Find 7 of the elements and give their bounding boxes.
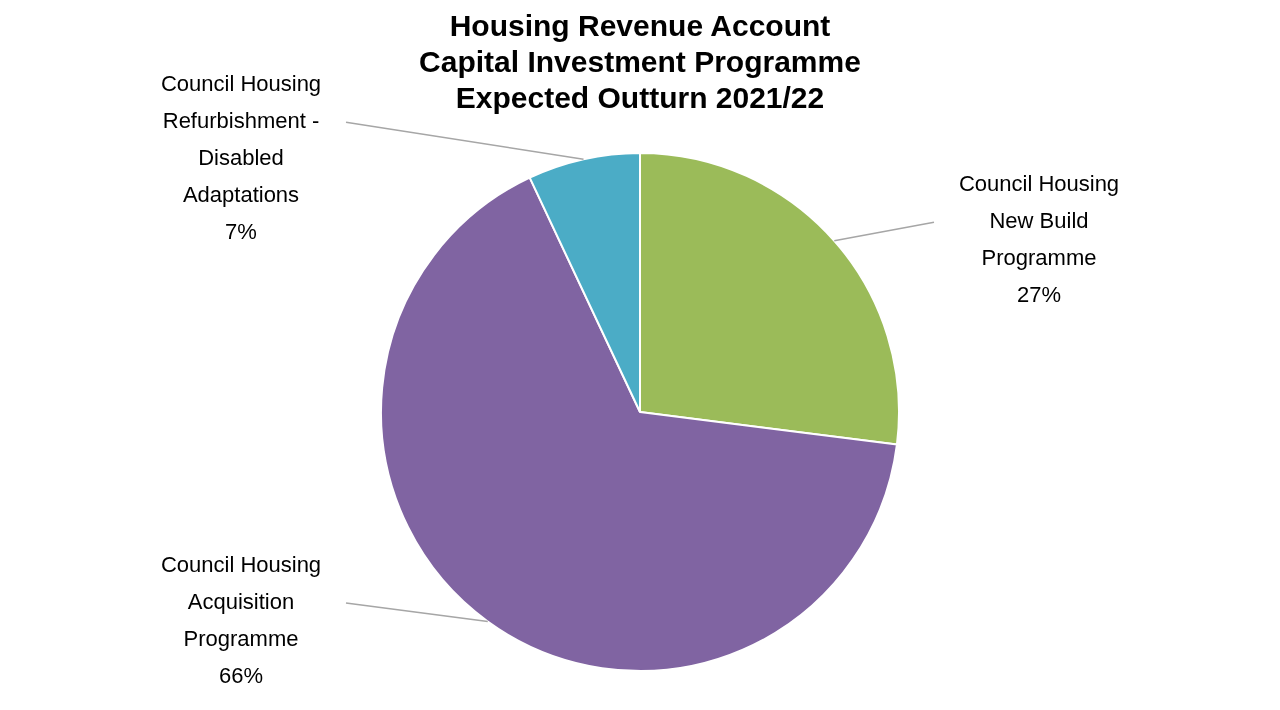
slice-label: Council Housing Refurbishment - Disabled Adaptations (160, 71, 322, 208)
slice-label: Council Housing New Build Programme (958, 171, 1120, 271)
chart-title: Housing Revenue Account Capital Investment Programme Expected Outturn 2021/22 (419, 9, 861, 115)
data-label: 7% (225, 219, 257, 245)
data-label: 27% (1016, 282, 1062, 308)
slice-label: Council Housing Acquisition Programme (160, 552, 322, 652)
data-label: 66% (218, 663, 264, 689)
